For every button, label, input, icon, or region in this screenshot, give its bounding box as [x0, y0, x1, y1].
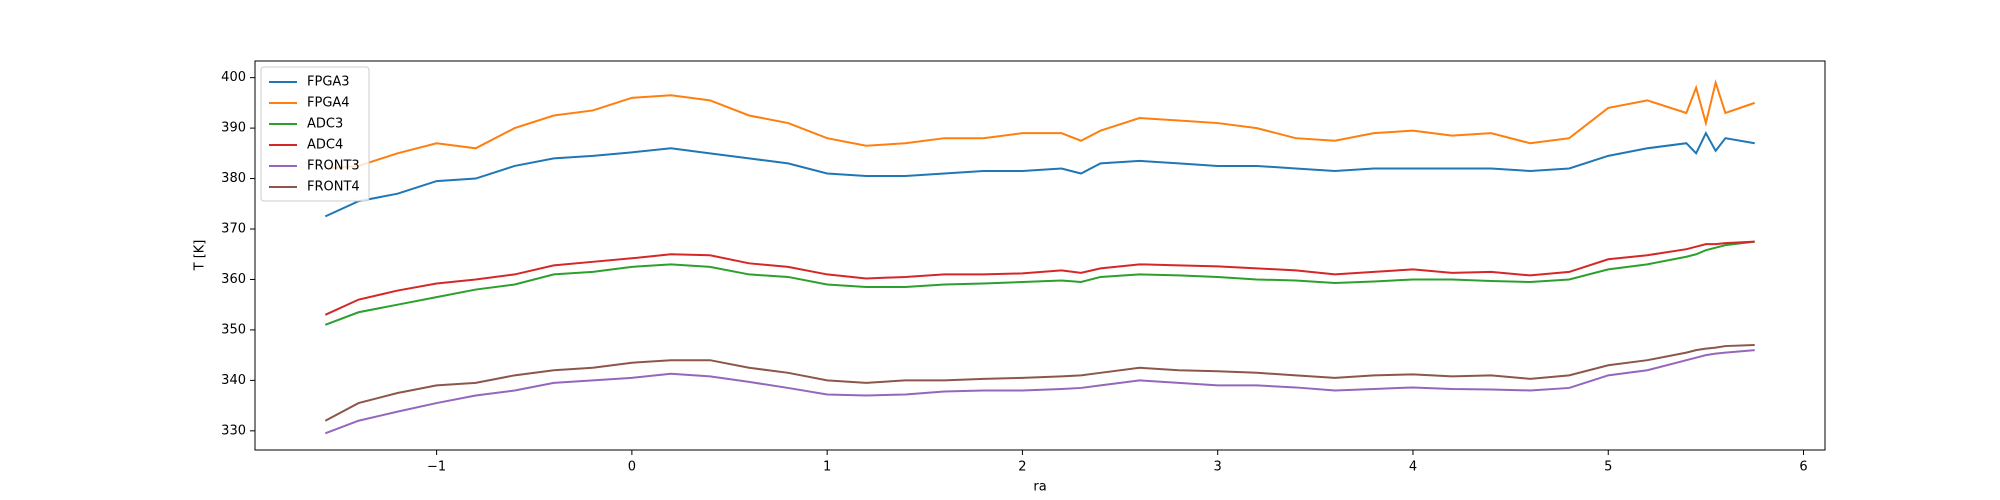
y-tick-label: 380 [221, 171, 246, 186]
y-tick-label: 340 [221, 373, 246, 388]
legend-label: FPGA3 [307, 75, 350, 90]
series-line [324, 344, 1755, 422]
y-tick-label: 390 [221, 121, 246, 136]
series-line [324, 240, 1755, 316]
plot-frame [254, 60, 1826, 451]
x-tick-label: 4 [1409, 460, 1417, 475]
legend-label: FRONT3 [307, 159, 360, 174]
y-tick-label: 330 [221, 423, 246, 438]
legend-label: ADC3 [307, 117, 343, 132]
x-tick-label: 2 [1018, 460, 1026, 475]
x-tick-label: −1 [427, 460, 446, 475]
series-line [325, 79, 1756, 170]
legend-label: FRONT4 [307, 180, 360, 195]
x-tick-label: 0 [628, 460, 636, 475]
legend-label: ADC4 [307, 138, 343, 153]
y-tick-label: 400 [221, 70, 246, 85]
y-axis-label: T [K] [193, 240, 208, 272]
legend-label: FPGA4 [307, 96, 350, 111]
y-tick-label: 370 [221, 222, 246, 237]
x-tick-label: 3 [1214, 460, 1222, 475]
series-line [324, 130, 1755, 218]
legend-box [260, 66, 370, 202]
y-tick-label: 360 [221, 272, 246, 287]
series-line [324, 240, 1755, 326]
x-tick-label: 1 [823, 460, 831, 475]
x-tick-label: 5 [1604, 460, 1612, 475]
x-tick-label: 6 [1799, 460, 1807, 475]
x-axis-label: ra [1033, 480, 1046, 495]
series-line [324, 349, 1755, 435]
y-tick-label: 350 [221, 322, 246, 337]
